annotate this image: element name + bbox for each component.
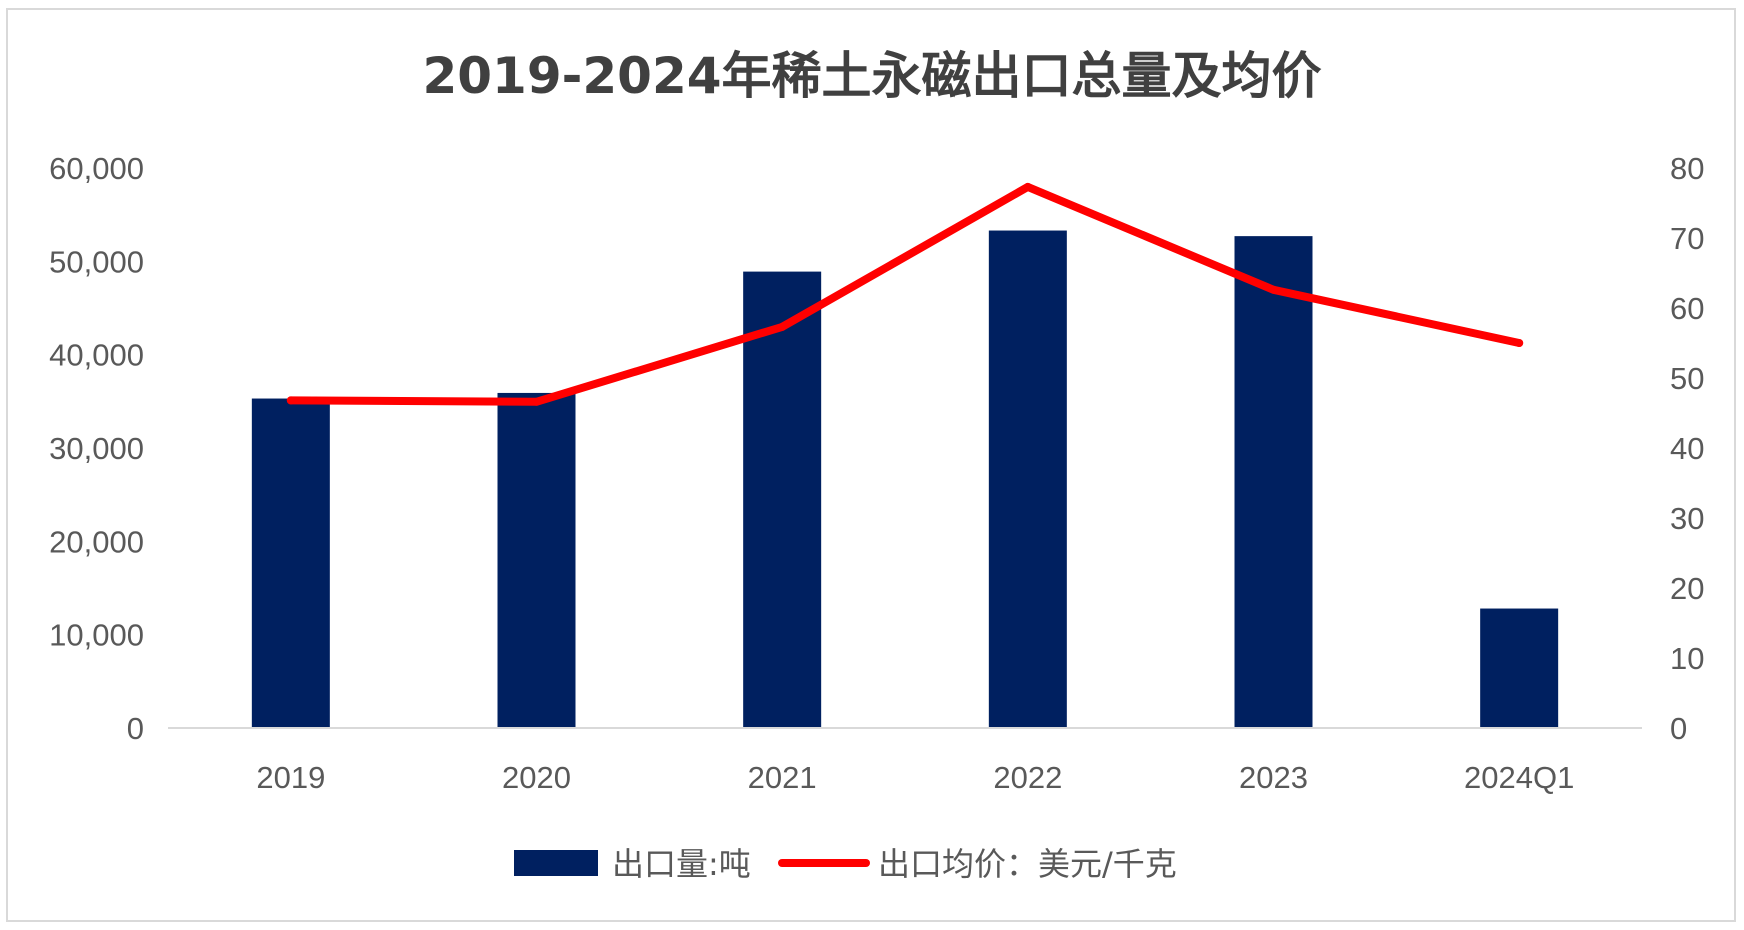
line-point [1023,182,1032,191]
chart-title: 2019-2024年稀土永磁出口总量及均价 [422,47,1321,105]
legend: 出口量:吨 出口均价：美元/千克 [514,845,1177,883]
line-point [286,396,295,405]
y-left-tick-label: 40,000 [49,338,144,373]
legend-bar-swatch [514,850,598,876]
x-tick-label: 2019 [256,760,325,795]
x-tick-label: 2022 [993,760,1062,795]
y-right-tick-label: 80 [1670,151,1704,186]
legend-line-label: 出口均价：美元/千克 [878,845,1177,883]
line-point [778,322,787,331]
y-left-tick-label: 20,000 [49,524,144,559]
y-right-tick-label: 70 [1670,221,1704,256]
x-tick-label: 2021 [748,760,817,795]
line-point [1515,339,1524,347]
y-left-tick-label: 10,000 [49,618,144,653]
plot-area: 0 10,000 20,000 30,000 40,000 50,000 60,000 0 10… [49,151,1704,795]
y-left-tick-label: 50,000 [49,244,144,279]
bar [1234,236,1313,728]
y-right-tick-label: 60 [1670,291,1704,326]
line-point [532,397,541,406]
y-right-tick-label: 50 [1670,361,1704,396]
y-right-tick-label: 40 [1670,431,1704,466]
y-right-tick-label: 20 [1670,571,1704,606]
legend-bar-label: 出口量:吨 [612,845,751,883]
x-tick-label: 2020 [502,760,571,795]
bar [1480,608,1559,728]
y-right-tick-label: 10 [1670,641,1704,676]
y-left-tick-label: 0 [127,711,144,746]
line-series [286,182,1524,406]
bar [251,398,330,728]
y-right-tick-label: 0 [1670,711,1687,746]
line-point [1269,285,1278,294]
y-left-tick-label: 60,000 [49,151,144,186]
bar [743,271,822,728]
x-tick-label: 2023 [1239,760,1308,795]
bar [497,392,576,728]
x-tick-label: 2024Q1 [1464,760,1574,795]
y-right-tick-label: 30 [1670,501,1704,536]
bar [988,230,1067,729]
y-left-tick-label: 30,000 [49,431,144,466]
